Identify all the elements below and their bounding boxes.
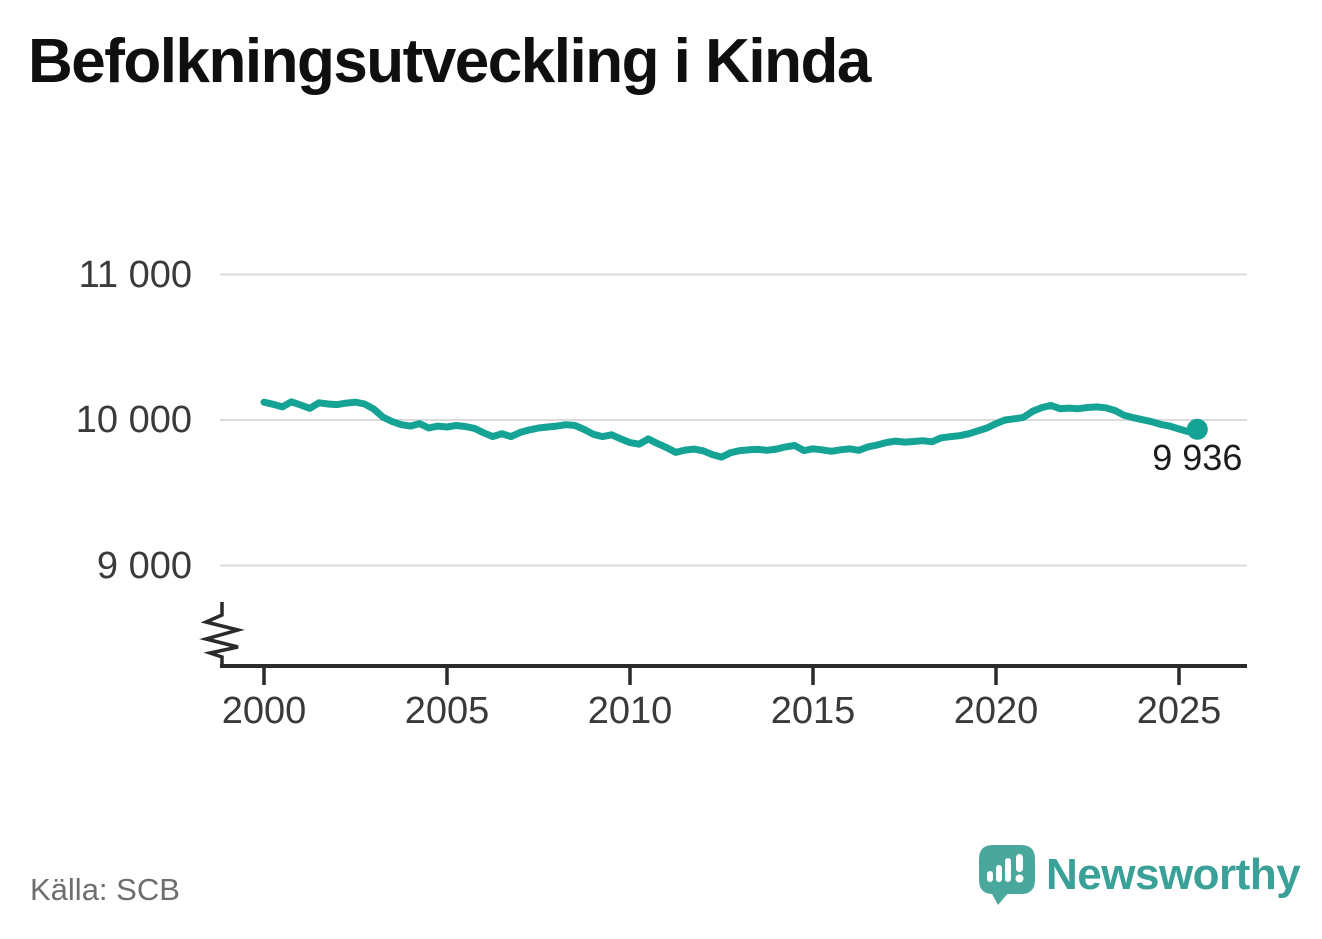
last-value-data-label: 9 936 xyxy=(1152,437,1243,479)
chart-title: Befolkningsutveckling i Kinda xyxy=(28,27,871,96)
newsworthy-wordmark: Newsworthy xyxy=(1046,850,1301,899)
x-tick-label: 2020 xyxy=(953,690,1039,732)
x-axis xyxy=(199,602,1247,685)
newsworthy-speech-bubble-bar-chart-icon xyxy=(979,845,1035,905)
data-series-line xyxy=(260,398,1208,461)
population-series-polyline xyxy=(260,398,1201,461)
gridlines xyxy=(220,273,1247,567)
source-note: Källa: SCB xyxy=(30,872,180,907)
newsworthy-logo: Newsworthy xyxy=(978,843,1301,907)
x-tick-label: 2015 xyxy=(770,690,856,732)
y-tick-label: 11 000 xyxy=(78,253,192,296)
y-tick-label: 10 000 xyxy=(75,399,192,441)
y-tick-label: 9 000 xyxy=(96,544,192,587)
x-tick-label: 2025 xyxy=(1136,690,1222,732)
last-point-marker xyxy=(1186,418,1208,440)
x-tick-label: 2005 xyxy=(404,690,490,732)
axis-break-icon xyxy=(199,602,245,668)
x-tick-label: 2010 xyxy=(587,690,673,732)
x-tick-label: 2000 xyxy=(221,690,307,732)
